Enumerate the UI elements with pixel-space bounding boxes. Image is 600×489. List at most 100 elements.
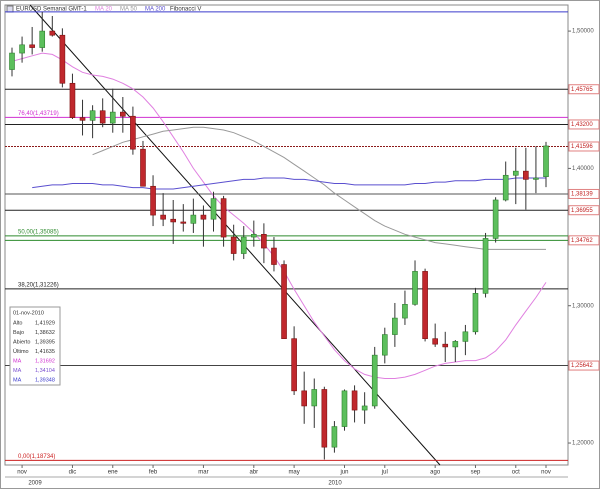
- candle-body: [271, 247, 277, 265]
- level-label-box: [568, 235, 600, 246]
- x-tick-label: dic: [69, 470, 77, 476]
- level-label: 1,41596: [571, 144, 593, 150]
- y-tick-label: 1,30000: [572, 303, 594, 309]
- trend-line: [29, 4, 441, 466]
- candle-body: [261, 234, 267, 249]
- y-tick-label: 1,50000: [572, 29, 594, 35]
- candle-body: [543, 145, 549, 178]
- year-label: 2009: [28, 481, 42, 487]
- x-tick-label: abr: [249, 470, 258, 476]
- y-tick-label: 1,40000: [572, 166, 594, 172]
- x-tick-label: mar: [198, 470, 208, 476]
- candle-body: [130, 115, 136, 150]
- candle-body: [482, 238, 489, 294]
- x-tick-label: oct: [512, 470, 520, 476]
- candle-body: [291, 338, 297, 392]
- fib-label: 38,20(1,31226): [18, 282, 59, 288]
- candle-body: [351, 390, 358, 411]
- info-label: Bajo: [13, 330, 24, 336]
- candle-body: [160, 214, 166, 220]
- candle-body: [472, 293, 479, 333]
- candle-body: [220, 198, 227, 238]
- info-label: MA: [13, 368, 22, 374]
- level-label-box: [568, 141, 600, 152]
- x-tick-label: feb: [149, 470, 158, 476]
- info-value: 1,38632: [35, 330, 55, 336]
- candle-body: [412, 271, 418, 305]
- candle-body: [89, 110, 96, 121]
- level-label: 1,45765: [571, 87, 593, 93]
- candle-body: [99, 110, 106, 124]
- candle-body: [462, 331, 469, 342]
- info-value: 1,39348: [35, 377, 55, 383]
- candle-body: [301, 390, 307, 407]
- candle-body: [492, 199, 499, 239]
- candle-body: [9, 52, 15, 70]
- chart-title: EURUSD Semanal GMT-1: [16, 7, 87, 13]
- candle-body: [392, 317, 398, 335]
- candle-body: [361, 405, 368, 411]
- level-label: 1,25642: [571, 363, 593, 369]
- candle-body: [281, 264, 287, 339]
- info-value: 1,39395: [35, 339, 55, 345]
- candle-body: [251, 234, 257, 238]
- info-label: MA: [13, 358, 22, 364]
- x-tick-label: nov: [17, 470, 27, 476]
- candle-body: [19, 44, 25, 54]
- fib-label: 50,00(1,35085): [18, 229, 59, 235]
- candle-body: [150, 185, 156, 216]
- fib-label: 0,00(1,18734): [18, 454, 55, 460]
- level-label-box: [568, 205, 600, 216]
- ma-line: [11, 52, 547, 379]
- info-label: Alto: [13, 320, 22, 326]
- level-label-box: [568, 119, 600, 130]
- year-label: 2010: [328, 481, 342, 487]
- header-icon: [6, 5, 14, 13]
- level-label-box: [568, 188, 600, 199]
- info-value: 1,41635: [35, 349, 55, 355]
- candle-body: [180, 221, 187, 224]
- ma-line: [32, 177, 546, 190]
- candle-body: [109, 111, 116, 124]
- candle-body: [210, 198, 217, 220]
- candle-body: [79, 117, 86, 121]
- candle-body: [39, 30, 46, 48]
- candle-body: [140, 148, 146, 187]
- candle-body: [533, 177, 539, 180]
- level-label: 1,34762: [571, 238, 593, 244]
- candle-body: [59, 34, 66, 84]
- candle-body: [321, 389, 328, 448]
- candle-body: [422, 271, 428, 339]
- candle-body: [381, 334, 388, 356]
- y-tick-label: 1,20000: [572, 441, 594, 447]
- header-extra: Fibonacci V: [170, 7, 201, 13]
- x-tick-label: nov: [541, 470, 551, 476]
- candle-body: [29, 44, 35, 48]
- info-value: 1,31692: [35, 358, 55, 364]
- candle-body: [523, 170, 529, 180]
- x-tick-label: jun: [339, 470, 348, 476]
- candle-body: [512, 170, 519, 176]
- candle-body: [502, 174, 509, 201]
- candle-body: [341, 390, 348, 427]
- candle-body: [311, 389, 318, 407]
- x-tick-label: ago: [430, 470, 441, 476]
- header-series-name: MA 200: [145, 7, 166, 13]
- header-series-name: MA 20: [95, 7, 113, 13]
- level-label: 1,38139: [571, 192, 593, 198]
- candle-body: [230, 236, 237, 254]
- info-label: Abierto: [13, 339, 30, 345]
- candle-body: [442, 343, 449, 348]
- info-date: 01-nov-2010: [13, 310, 44, 316]
- candle-body: [452, 341, 459, 348]
- level-label-box: [568, 84, 600, 95]
- candle-body: [402, 304, 408, 319]
- candle-body: [49, 30, 56, 36]
- candle-body: [200, 214, 207, 220]
- candle-body: [432, 338, 438, 345]
- candle-body: [69, 82, 76, 118]
- candle-body: [190, 214, 197, 224]
- candle-body: [170, 218, 177, 223]
- info-label: Último: [13, 348, 29, 355]
